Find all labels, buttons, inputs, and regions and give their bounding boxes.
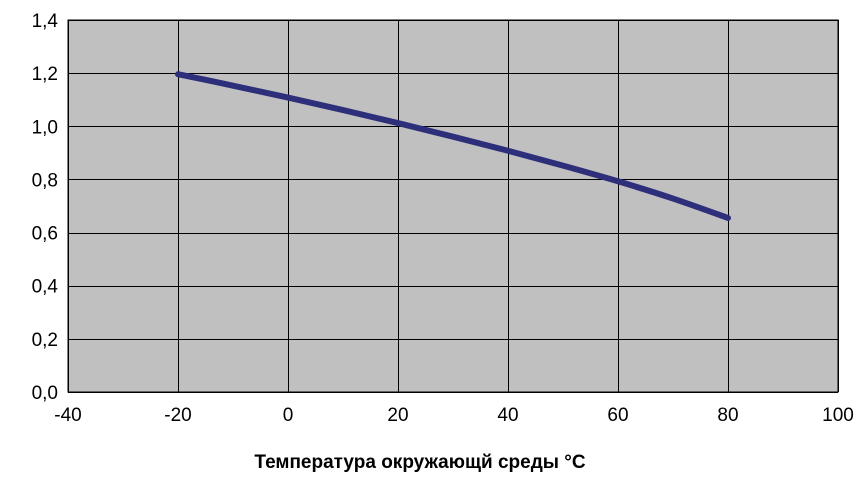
y-tick-label: 0,0: [32, 383, 58, 404]
x-tick-label: 40: [497, 405, 518, 426]
series: [175, 71, 731, 221]
plot-border: [67, 19, 839, 393]
x-tick-label: 20: [387, 405, 408, 426]
x-tick-label: 60: [607, 405, 628, 426]
x-tick-label: 0: [283, 405, 294, 426]
y-tick-label: 0,8: [32, 170, 58, 191]
x-tick-label: 80: [717, 405, 738, 426]
x-tick-label: 100: [822, 405, 854, 426]
y-tick-label: 0,6: [32, 224, 58, 245]
x-tick-labels: -40 -20 0 20 40 60 80 100: [54, 405, 854, 426]
y-tick-label: 1,4: [32, 11, 59, 32]
y-tick-label: 1,2: [32, 64, 58, 85]
y-tick-label: 0,2: [32, 330, 58, 351]
y-tick-label: 1,0: [32, 117, 58, 138]
x-tick-label: -40: [54, 405, 81, 426]
plot-area: [68, 20, 838, 392]
x-axis-title: Температура окружающй среды °C: [254, 452, 585, 473]
y-tick-labels: 0,0 0,2 0,4 0,6 0,8 1,0 1,2 1,4: [32, 11, 59, 404]
y-tick-label: 0,4: [32, 277, 59, 298]
x-tick-label: -20: [164, 405, 191, 426]
